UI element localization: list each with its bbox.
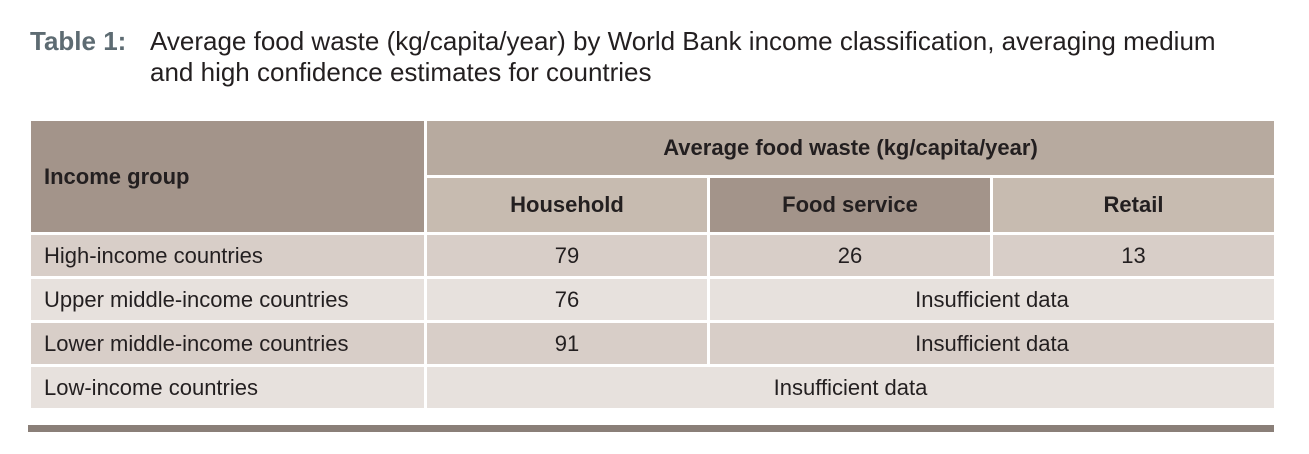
table-row: Upper middle-income countries 76 Insuffi… xyxy=(28,276,1278,323)
row-label: Low-income countries xyxy=(28,364,427,411)
household-value: 76 xyxy=(424,276,710,323)
income-group-header: Income group xyxy=(28,118,427,235)
row-label: High-income countries xyxy=(28,232,427,279)
insufficient-data-cell: Insufficient data xyxy=(706,320,1278,367)
food-service-value: 26 xyxy=(707,232,993,279)
bottom-rule xyxy=(28,425,1274,432)
average-food-waste-header: Average food waste (kg/capita/year) xyxy=(423,118,1278,178)
row-label: Lower middle-income countries xyxy=(28,320,427,367)
caption-label: Table 1: xyxy=(30,26,127,56)
food-service-header: Food service xyxy=(707,175,993,235)
caption-title: Average food waste (kg/capita/year) by W… xyxy=(150,26,1216,87)
household-header: Household xyxy=(424,175,710,235)
table-row: Low-income countries Insufficient data xyxy=(28,364,1278,411)
retail-header: Retail xyxy=(989,175,1278,235)
row-label: Upper middle-income countries xyxy=(28,276,427,323)
insufficient-data-cell: Insufficient data xyxy=(423,364,1278,411)
table-row: High-income countries 79 26 13 xyxy=(28,232,1278,279)
household-value: 79 xyxy=(424,232,710,279)
food-waste-table: Income group Average food waste (kg/capi… xyxy=(28,118,1278,411)
retail-value: 13 xyxy=(989,232,1278,279)
header-row-1: Income group Average food waste (kg/capi… xyxy=(28,118,1278,235)
insufficient-data-cell: Insufficient data xyxy=(706,276,1278,323)
table-row: Lower middle-income countries 91 Insuffi… xyxy=(28,320,1278,367)
household-value: 91 xyxy=(424,320,710,367)
table-caption: Table 1: Average food waste (kg/capita/y… xyxy=(30,26,1290,88)
header-row-2: Household Food service Retail xyxy=(30,175,1278,235)
